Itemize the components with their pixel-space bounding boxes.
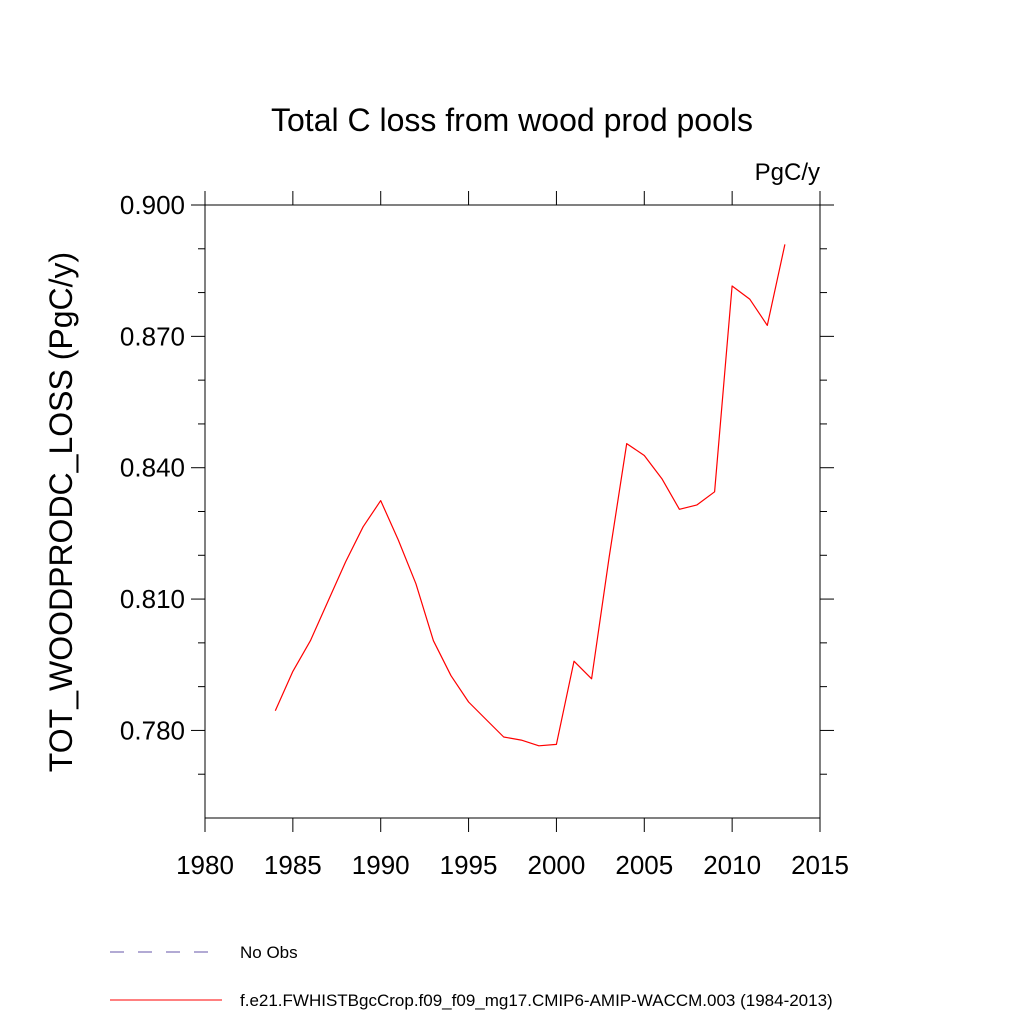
- y-tick-label: 0.810: [120, 584, 185, 614]
- x-tick-label: 2010: [703, 850, 761, 880]
- y-tick-label: 0.840: [120, 453, 185, 483]
- y-axis-ticks: 0.780 0.810 0.840 0.870 0.900: [120, 190, 834, 775]
- chart-title: Total C loss from wood prod pools: [271, 102, 753, 138]
- x-tick-label: 2000: [528, 850, 586, 880]
- series-line: [274, 244, 786, 747]
- series-layer: [274, 244, 786, 747]
- legend: No Obs f.e21.FWHISTBgcCrop.f09_f09_mg17.C…: [110, 943, 833, 1010]
- x-tick-label: 1980: [176, 850, 234, 880]
- legend-label: No Obs: [240, 943, 298, 962]
- plot-frame: [204, 204, 821, 819]
- y-tick-label: 0.780: [120, 715, 185, 745]
- legend-label: f.e21.FWHISTBgcCrop.f09_f09_mg17.CMIP6-A…: [240, 991, 833, 1010]
- x-tick-label: 1990: [352, 850, 410, 880]
- y-axis-label: TOT_WOODPRODC_LOSS (PgC/y): [43, 252, 79, 772]
- plot-border: [204, 204, 821, 819]
- y-tick-label: 0.870: [120, 321, 185, 351]
- x-tick-label: 2015: [791, 850, 849, 880]
- x-axis-ticks: 1980 1985 1990 1995 2000 2005 2010 2015: [176, 191, 849, 880]
- units-label: PgC/y: [755, 159, 820, 186]
- x-tick-label: 2005: [615, 850, 673, 880]
- x-tick-label: 1985: [264, 850, 322, 880]
- x-tick-label: 1995: [440, 850, 498, 880]
- y-tick-label: 0.900: [120, 190, 185, 220]
